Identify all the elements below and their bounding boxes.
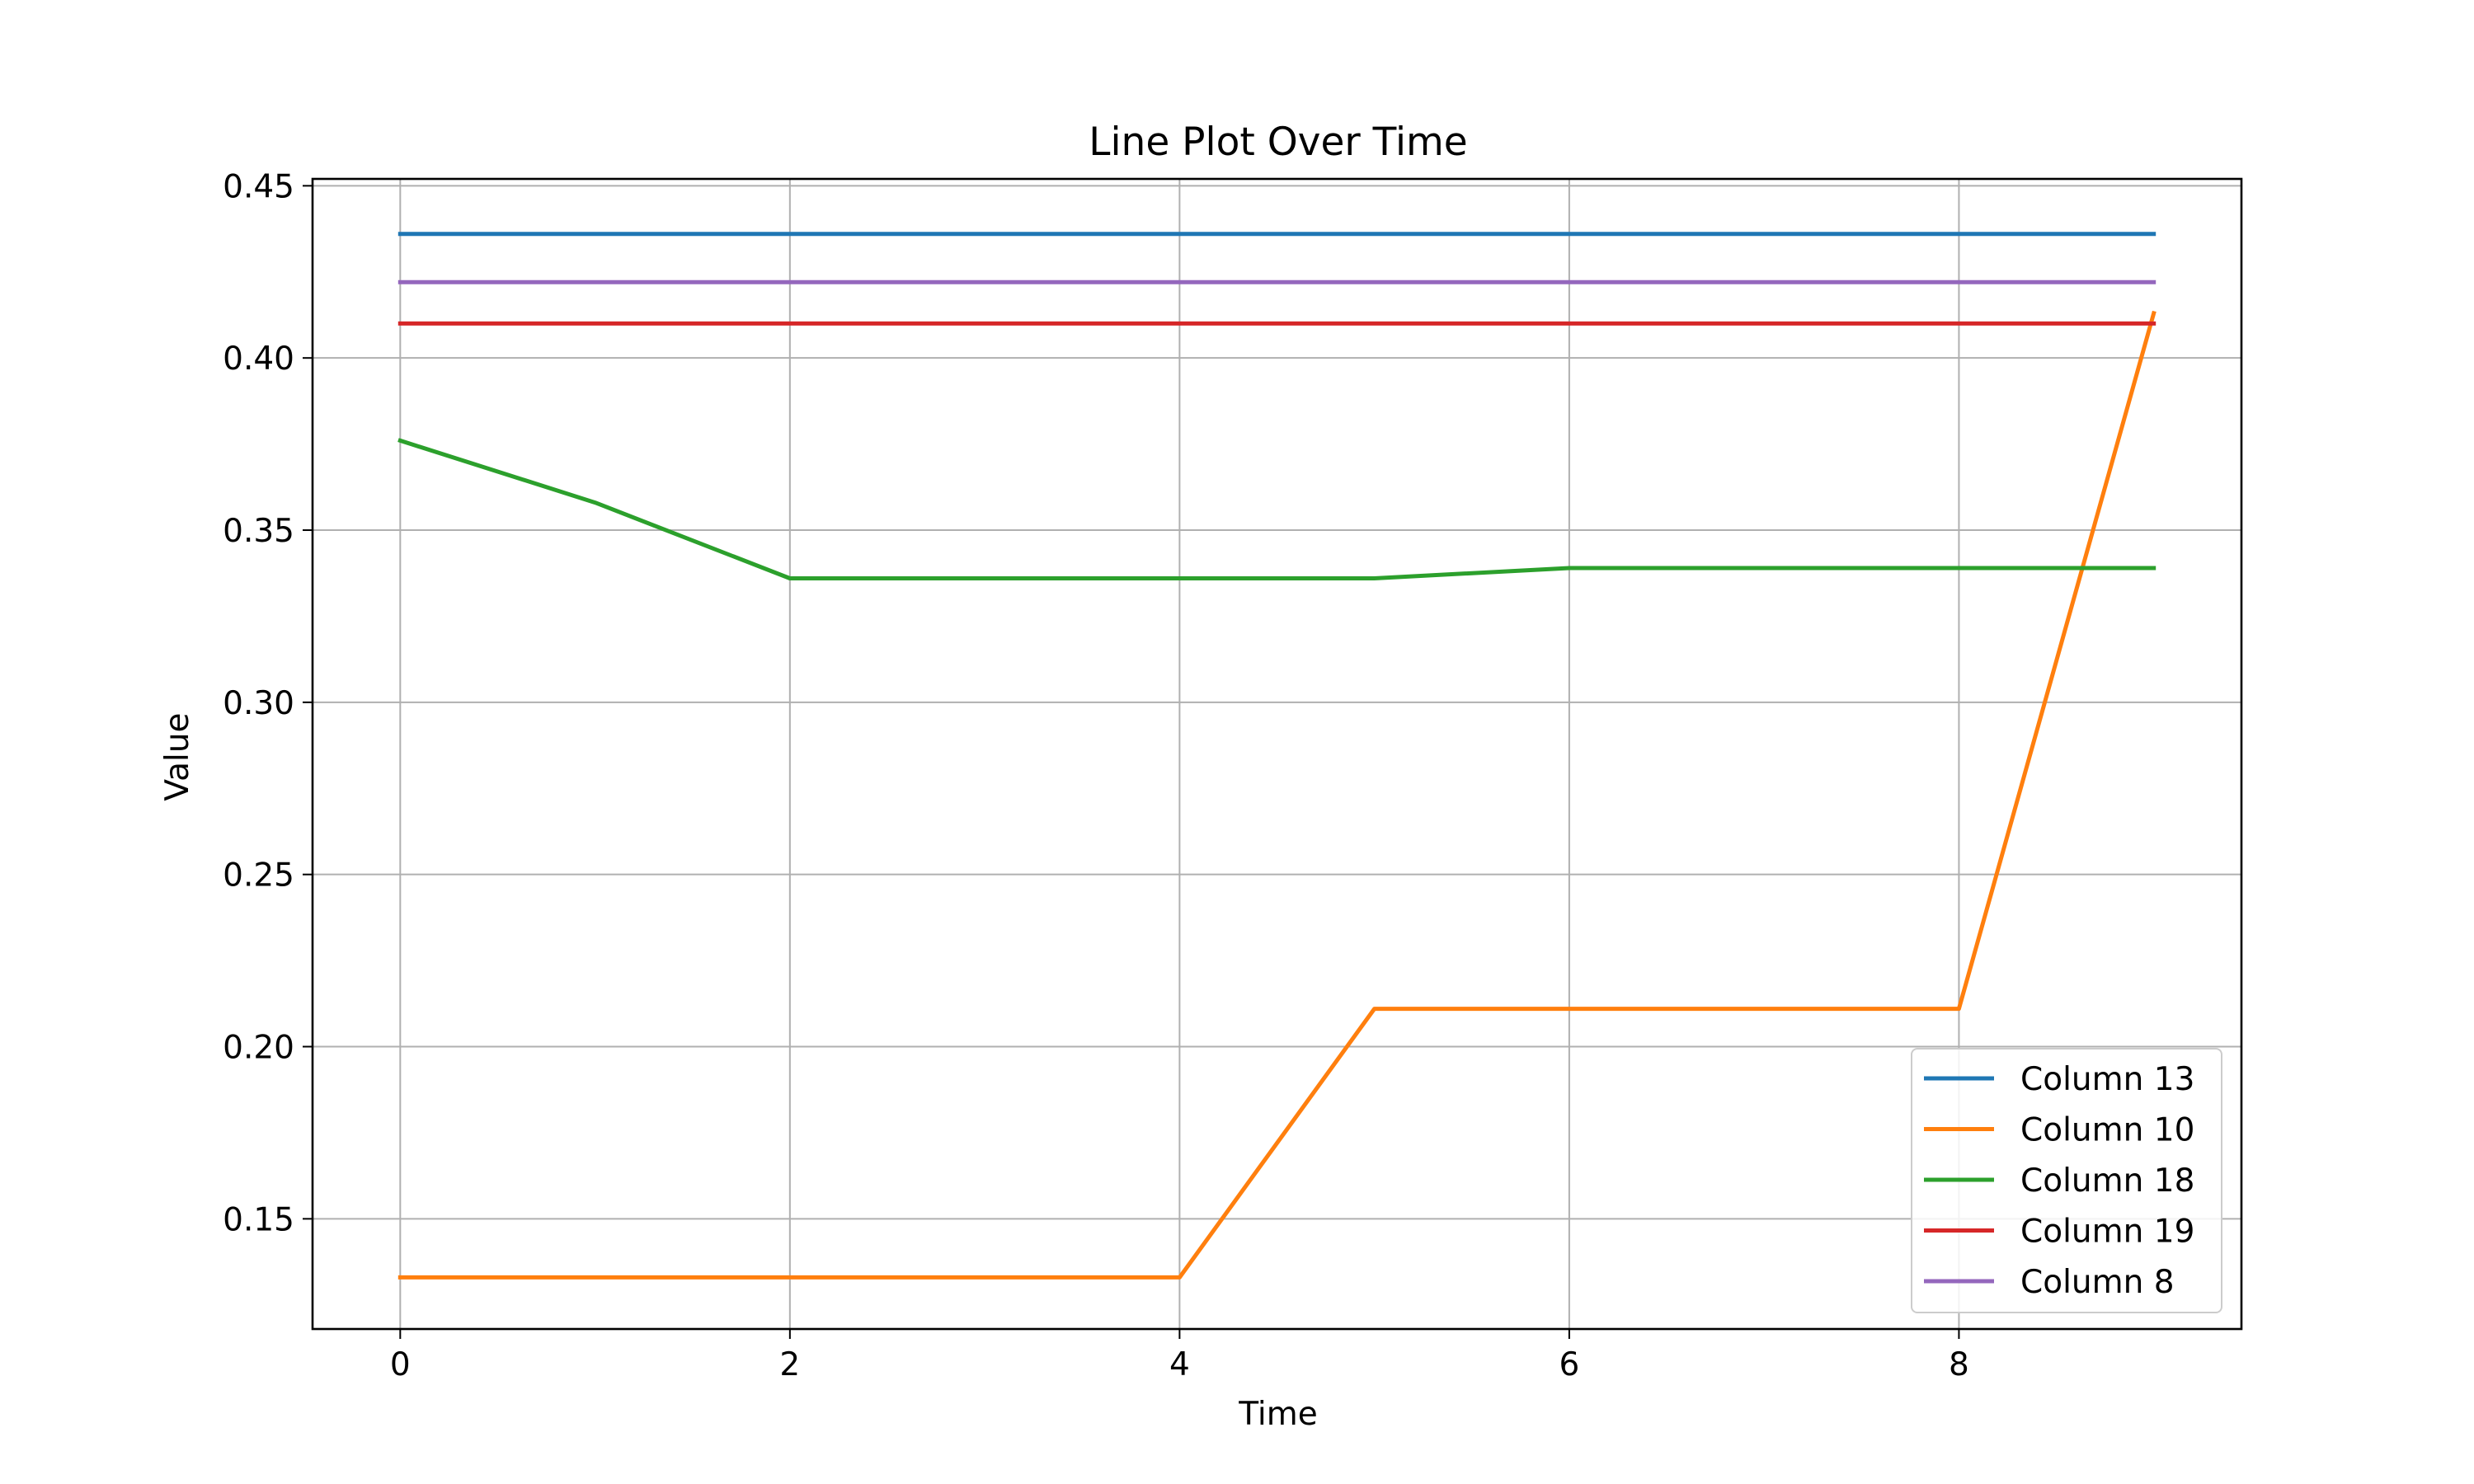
series-line-column-10 [397, 310, 2157, 1280]
y-tick-label: 0.45 [223, 168, 294, 205]
x-tick-label: 0 [390, 1346, 411, 1383]
plot-frame [311, 177, 2243, 1331]
y-tick-label: 0.35 [223, 513, 294, 550]
x-tick-label: 8 [1949, 1346, 1969, 1383]
x-tick-label: 6 [1559, 1346, 1579, 1383]
axis-ticks: 0 2 4 6 8 0.15 0.20 0.25 0.30 0.35 0.40 0.45 [223, 168, 1969, 1383]
legend-label: Column 18 [2020, 1162, 2194, 1200]
y-tick-label: 0.20 [223, 1030, 294, 1067]
legend-label: Column 19 [2020, 1214, 2194, 1251]
y-tick-label: 0.15 [223, 1201, 294, 1238]
legend-box [1911, 1048, 2222, 1313]
legend: Column 13 Column 10 Column 18 Column 19 Colu… [1911, 1048, 2222, 1313]
chart-title: Line Plot Over Time [1089, 120, 1467, 165]
y-axis-label: Value [159, 712, 196, 801]
x-tick-label: 4 [1169, 1346, 1190, 1383]
y-tick-label: 0.40 [223, 340, 294, 378]
series-line-column-18 [397, 438, 2157, 580]
y-tick-label: 0.30 [223, 685, 294, 722]
y-tick-label: 0.25 [223, 857, 294, 895]
x-tick-label: 2 [779, 1346, 800, 1383]
grid [313, 179, 2241, 1329]
legend-label: Column 8 [2020, 1264, 2175, 1301]
legend-label: Column 10 [2020, 1112, 2194, 1149]
series-lines [397, 232, 2157, 1280]
legend-label: Column 13 [2020, 1061, 2194, 1098]
x-axis-label: Time [1238, 1396, 1317, 1433]
